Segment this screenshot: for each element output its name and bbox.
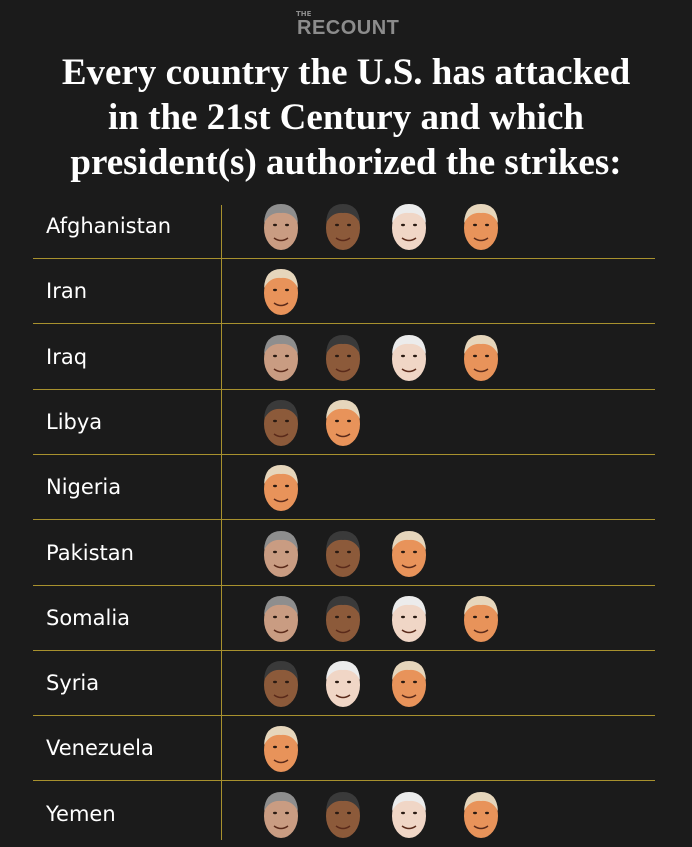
trump-face-icon — [464, 791, 498, 838]
country-label: Libya — [46, 409, 103, 434]
country-label: Iran — [46, 279, 88, 304]
page-title: Every country the U.S. has attacked in t… — [0, 50, 692, 185]
table-row: Pakistan — [0, 521, 692, 586]
country-label: Afghanistan — [46, 214, 172, 238]
row-divider — [33, 715, 655, 717]
trump-face-icon — [392, 661, 426, 708]
country-label: Nigeria — [46, 475, 122, 500]
country-label: Iraq — [46, 344, 88, 369]
table-row: Nigeria — [0, 455, 692, 521]
bush-face-icon — [264, 334, 298, 381]
row-divider — [33, 519, 655, 521]
table-row: Venezuela — [0, 716, 692, 782]
bush-face-icon — [264, 595, 298, 642]
row-divider — [33, 388, 655, 390]
country-label: Syria — [46, 671, 100, 696]
biden-face-icon — [392, 204, 426, 250]
trump-face-icon — [464, 334, 498, 381]
row-divider — [33, 453, 655, 455]
biden-face-icon — [392, 334, 426, 381]
biden-face-icon — [392, 791, 426, 838]
table-row: Iraq — [0, 325, 692, 390]
trump-face-icon — [264, 269, 298, 316]
table-row: Somalia — [0, 586, 692, 651]
trump-face-icon — [464, 204, 498, 250]
biden-face-icon — [392, 595, 426, 642]
title-line-1: Every country the U.S. has attacked — [61, 52, 631, 93]
trump-face-icon — [264, 465, 298, 512]
country-label: Venezuela — [46, 736, 154, 761]
bush-face-icon — [264, 530, 298, 577]
bush-face-icon — [264, 204, 298, 250]
biden-face-icon — [326, 661, 360, 708]
table-row: Syria — [0, 651, 692, 717]
row-divider — [33, 649, 655, 651]
table-row: Iran — [0, 259, 692, 325]
row-divider — [33, 323, 655, 325]
column-divider — [221, 205, 222, 840]
row-divider — [33, 584, 655, 586]
trump-face-icon — [464, 595, 498, 642]
row-divider — [33, 258, 655, 259]
obama-face-icon — [326, 530, 360, 577]
trump-face-icon — [392, 530, 426, 577]
trump-face-icon — [264, 726, 298, 773]
country-label: Pakistan — [46, 540, 134, 565]
obama-face-icon — [326, 204, 360, 250]
country-label: Somalia — [46, 605, 131, 630]
title-line-3: president(s) authorized the strikes: — [70, 142, 622, 183]
obama-face-icon — [264, 661, 298, 708]
title-line-2: in the 21st Century and which — [108, 97, 584, 138]
obama-face-icon — [326, 334, 360, 381]
table-row: Afghanistan — [0, 194, 692, 259]
obama-face-icon — [264, 399, 298, 446]
obama-face-icon — [326, 595, 360, 642]
obama-face-icon — [326, 791, 360, 838]
table-row: Yemen — [0, 782, 692, 847]
table-row: Libya — [0, 390, 692, 455]
trump-face-icon — [326, 399, 360, 446]
country-label: Yemen — [46, 801, 116, 826]
row-divider — [33, 780, 655, 782]
logo-name: RECOUNT — [297, 17, 400, 39]
bush-face-icon — [264, 791, 298, 838]
logo-the: THE — [296, 10, 312, 18]
